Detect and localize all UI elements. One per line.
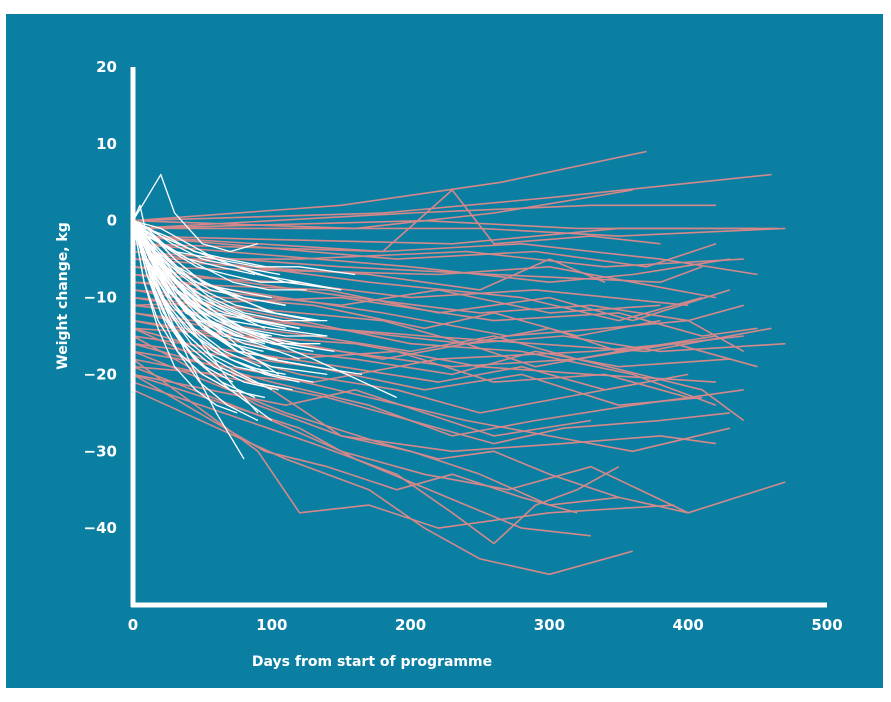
series-line-44 <box>132 296 772 353</box>
series-line-100 <box>132 220 259 422</box>
x-tick-label: 500 <box>811 616 842 634</box>
series-line-11 <box>132 273 689 307</box>
series-line-85 <box>132 220 300 345</box>
series-line-49 <box>132 243 758 276</box>
y-tick-label: −20 <box>84 365 117 383</box>
x-tick-labels: 0 100 200 300 400 500 <box>128 616 843 634</box>
series-line-2 <box>132 173 772 222</box>
series-line-27 <box>132 327 786 514</box>
series-line-45 <box>132 327 717 383</box>
series-line-107 <box>132 220 307 291</box>
y-tick-label: −30 <box>84 442 117 460</box>
y-tick-labels: 20 10 0 −10 −20 −30 −40 <box>84 58 117 537</box>
series-line-13 <box>132 289 661 337</box>
series-line-38 <box>132 335 717 453</box>
series-line-36 <box>132 342 703 407</box>
x-tick-label: 0 <box>128 616 138 634</box>
x-tick-label: 200 <box>395 616 426 634</box>
series-line-19 <box>132 342 744 437</box>
series-line-29 <box>132 304 786 353</box>
series-line-28 <box>132 266 744 322</box>
series-line-3 <box>132 204 716 230</box>
series-line-50 <box>132 296 758 337</box>
x-axis-title: Days from start of programme <box>252 654 492 670</box>
series-line-32 <box>132 273 745 353</box>
series-line-40 <box>132 281 661 314</box>
y-tick-label: −40 <box>84 519 117 537</box>
series-line-75 <box>132 220 281 276</box>
series-line-43 <box>132 342 758 383</box>
series-line-16 <box>132 319 730 376</box>
series-line-30 <box>132 319 745 422</box>
series-line-9 <box>132 250 703 284</box>
series-line-33 <box>132 243 730 284</box>
y-axis-title: Weight change, kg <box>55 222 71 370</box>
y-tick-label: −10 <box>84 289 117 307</box>
series-line-46 <box>132 373 592 437</box>
series-line-20 <box>132 358 730 445</box>
series-line-1 <box>132 150 647 222</box>
series-line-51 <box>132 173 259 253</box>
series-line-7 <box>132 189 661 253</box>
series-line-31 <box>132 289 717 406</box>
series-line-25 <box>132 389 633 576</box>
series-line-4 <box>132 189 633 230</box>
series-line-52 <box>132 204 272 299</box>
series-line-41 <box>132 235 717 268</box>
series-line-21 <box>132 350 620 499</box>
series-line-105 <box>132 220 321 345</box>
series-line-6 <box>132 227 758 245</box>
x-tick-label: 400 <box>673 616 704 634</box>
series-line-96 <box>132 220 279 391</box>
y-tick-label: 0 <box>107 212 117 230</box>
y-tick-label: 10 <box>96 135 117 153</box>
series-line-24 <box>132 381 620 545</box>
series-line-104 <box>132 220 328 337</box>
series-layer <box>132 150 786 576</box>
series-line-26 <box>132 358 675 529</box>
series-line-34 <box>132 250 703 322</box>
x-tick-label: 100 <box>256 616 287 634</box>
chart-panel: 0 100 200 300 400 500 20 10 0 −10 −20 −30 −40 Days … <box>6 14 883 688</box>
series-line-48 <box>133 227 786 237</box>
series-line-106 <box>132 220 264 353</box>
series-line-84 <box>132 220 300 283</box>
series-line-23 <box>132 373 592 537</box>
x-tick-label: 300 <box>534 616 565 634</box>
series-line-102 <box>132 220 256 276</box>
series-line-10 <box>132 258 606 291</box>
y-tick-label: 20 <box>96 58 117 76</box>
series-line-47 <box>132 373 578 514</box>
series-line-82 <box>132 220 342 291</box>
